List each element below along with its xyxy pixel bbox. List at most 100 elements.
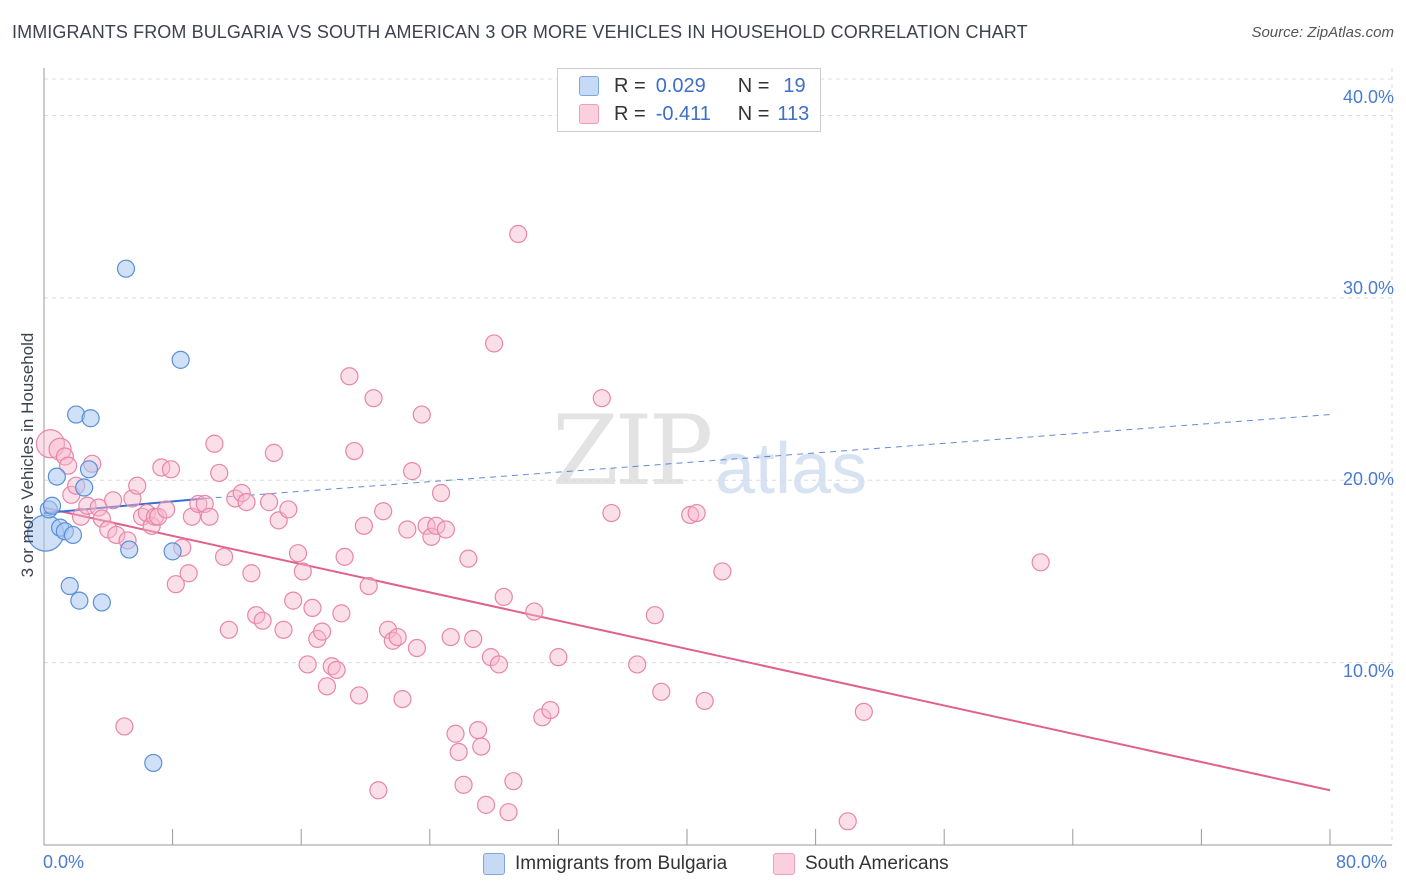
point-south — [288, 544, 308, 563]
point-south — [1031, 553, 1050, 572]
r-label: R = — [614, 74, 646, 97]
point-bulgaria — [79, 460, 99, 479]
point-south — [485, 334, 504, 353]
trend-line-bulgaria — [43, 497, 205, 515]
point-south — [509, 224, 528, 244]
point-bulgaria — [70, 591, 89, 610]
point-south — [403, 462, 422, 481]
r-label: R = — [614, 102, 646, 125]
point-south — [472, 737, 491, 756]
point-south — [78, 496, 97, 515]
point-south — [210, 463, 229, 483]
legend-swatch-south — [773, 853, 795, 875]
point-south — [179, 564, 198, 583]
x-tick-max: 80.0% — [1336, 852, 1388, 872]
legend-item-bulgaria[interactable]: Immigrants from Bulgaria — [483, 851, 727, 877]
watermark-zip: ZIP — [552, 395, 713, 507]
point-bulgaria — [171, 350, 190, 369]
point-bulgaria — [92, 593, 111, 612]
point-south — [449, 742, 468, 762]
point-south — [494, 587, 513, 607]
point-south — [398, 520, 417, 539]
n-label: N = — [737, 74, 770, 97]
point-south — [427, 516, 446, 535]
point-south — [499, 803, 518, 822]
point-south — [219, 620, 238, 639]
point-south — [107, 525, 126, 545]
y-tick-30: 30.0% — [1342, 278, 1394, 298]
n-value: 19 — [783, 74, 806, 97]
point-south — [340, 367, 359, 386]
point-south — [253, 611, 272, 630]
chart-title: IMMIGRANTS FROM BULGARIA VS SOUTH AMERIC… — [12, 22, 1028, 42]
y-tick-40: 40.0% — [1342, 87, 1394, 107]
point-south — [92, 509, 111, 528]
point-south — [504, 772, 523, 791]
point-bulgaria — [60, 576, 79, 596]
point-south — [214, 547, 234, 566]
series-south-americans — [35, 224, 1050, 831]
point-south — [161, 460, 181, 479]
point-south — [312, 622, 332, 641]
stats-row-south: R = -0.411 N = 113 — [579, 101, 810, 127]
point-south — [645, 606, 664, 625]
point-south — [274, 620, 293, 639]
trend-line-south — [43, 506, 1331, 792]
point-south — [378, 620, 398, 639]
point-south — [200, 507, 219, 526]
point-bulgaria — [47, 467, 66, 486]
point-south — [232, 483, 251, 503]
point-bulgaria — [144, 753, 163, 773]
n-value: 113 — [777, 102, 810, 125]
point-south — [412, 405, 431, 424]
point-south — [838, 812, 857, 831]
point-bulgaria — [42, 496, 62, 515]
r-value: 0.029 — [655, 74, 706, 97]
point-south — [687, 503, 706, 523]
point-south — [541, 700, 560, 720]
point-south — [237, 493, 256, 512]
y-axis-label: 3 or more Vehicles in Household — [18, 332, 37, 578]
point-south — [854, 702, 873, 721]
point-south — [431, 483, 451, 503]
point-bulgaria — [75, 478, 94, 497]
point-south — [189, 494, 208, 514]
point-bulgaria — [81, 409, 100, 428]
legend-label-south: South Americans — [805, 853, 949, 874]
point-south — [104, 491, 123, 510]
series-bulgaria — [27, 259, 190, 773]
point-south — [298, 655, 317, 674]
point-south — [279, 500, 298, 519]
point-south — [476, 795, 496, 814]
point-south — [259, 493, 279, 512]
legend-label-bulgaria: Immigrants from Bulgaria — [515, 853, 728, 874]
point-south — [327, 660, 346, 680]
point-south — [303, 598, 322, 618]
point-south — [695, 691, 714, 711]
point-bulgaria — [116, 259, 136, 278]
swatch-bulgaria — [579, 76, 599, 96]
y-tick-10: 10.0% — [1342, 661, 1394, 681]
point-south — [436, 520, 455, 539]
point-south — [345, 441, 364, 461]
legend-item-south[interactable]: South Americans — [773, 851, 949, 877]
axes — [43, 68, 1392, 846]
point-south — [349, 686, 369, 705]
point-bulgaria — [163, 542, 182, 561]
point-south — [417, 516, 436, 535]
point-south — [422, 527, 441, 546]
point-south — [489, 655, 509, 674]
point-south — [393, 689, 412, 709]
point-south — [388, 627, 407, 647]
point-south — [464, 629, 483, 649]
point-south — [364, 389, 383, 408]
point-south — [205, 434, 224, 453]
point-bulgaria — [63, 525, 83, 545]
point-south — [446, 724, 465, 743]
point-south — [468, 720, 488, 740]
point-south — [652, 682, 671, 701]
stats-row-bulgaria: R = 0.029 N = 19 — [579, 73, 806, 99]
point-south — [128, 476, 147, 495]
point-south — [317, 677, 337, 696]
